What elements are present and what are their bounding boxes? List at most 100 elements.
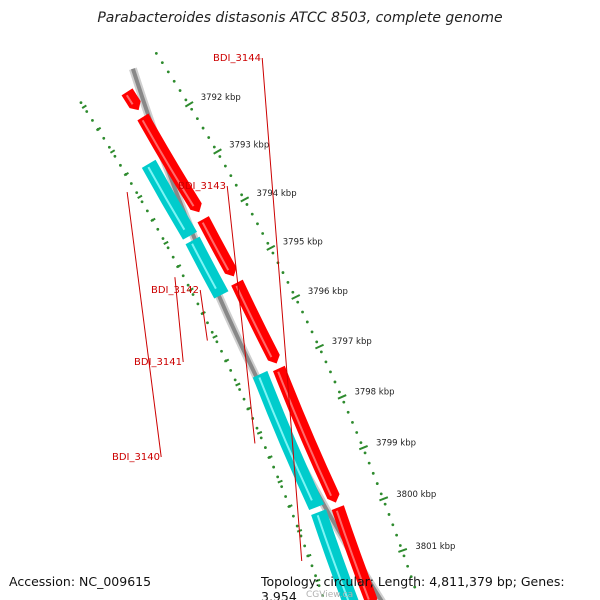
ruler-track-dot [223, 164, 227, 168]
ruler-major-tick [213, 148, 222, 155]
inner-track-dash [150, 217, 156, 222]
ruler-major-tick [291, 294, 301, 300]
gene-label-leader [126, 192, 162, 458]
gene-label-bdi-3143: BDI_3143 [178, 181, 226, 192]
inner-track-dot [196, 302, 200, 306]
ruler-track-dot [395, 533, 398, 537]
gene-label-leader [261, 57, 303, 562]
ruler-track-dot [406, 564, 410, 568]
ruler-track-dot [218, 155, 222, 158]
inner-track-dash [306, 553, 312, 558]
inner-track-dot [140, 200, 144, 204]
inner-track-dot [259, 436, 263, 440]
inner-track-dash [223, 358, 230, 363]
ruler-tick-label: 3792 kbp [201, 93, 241, 103]
inner-track-dash [109, 149, 116, 154]
inner-track-dash [315, 578, 321, 583]
gene-label-bdi-3140: BDI_3140 [112, 452, 160, 463]
inner-track-dash [137, 194, 143, 200]
ruler-track-dot [346, 410, 350, 414]
ruler-track-dot [387, 513, 391, 516]
inner-track-dot [303, 544, 307, 548]
map-title: Parabacteroides distasonis ATCC 8503, co… [97, 10, 503, 26]
ruler-track-dot [190, 107, 194, 111]
inner-track-dash [188, 287, 194, 292]
ruler-track-dot [286, 281, 290, 284]
ruler-major-tick [184, 101, 194, 108]
ruler-tick-label: 3794 kbp [257, 189, 297, 199]
ruler-major-tick [398, 548, 408, 553]
ruler-track-dot [310, 330, 314, 334]
ruler-track-dot [184, 98, 188, 102]
inner-track-dash [267, 455, 273, 460]
inner-track-dot [317, 584, 321, 588]
reverse-cds-0-highlight [147, 166, 186, 231]
inner-track-dash [123, 171, 129, 177]
ruler-track-dot [371, 471, 375, 475]
ruler-track-dot [250, 212, 254, 216]
inner-track-dash [256, 430, 263, 435]
ruler-track-dot [329, 370, 332, 374]
inner-track-dot [79, 101, 83, 105]
inner-track-dot [135, 191, 139, 194]
ruler-major-tick [314, 343, 324, 350]
inner-track-dot [186, 283, 190, 287]
inner-track-dot [191, 293, 195, 296]
ruler-track-dot [383, 502, 387, 506]
inner-track-dot [91, 119, 94, 122]
ruler-track-dot [338, 390, 341, 394]
inner-track-dash [246, 406, 252, 411]
ruler-track-dot [261, 232, 265, 235]
ruler-major-tick [266, 244, 276, 251]
ruler-track-dot [245, 203, 249, 206]
forward-cds-4-highlight [277, 371, 332, 497]
inner-track-dot [156, 227, 160, 231]
forward-cds-3-highlight [235, 285, 273, 358]
topology-summary: Topology: circular; Length: 4,811,379 bp… [261, 574, 565, 600]
inner-track-dot [220, 349, 223, 353]
inner-track-dot [113, 154, 117, 158]
ruler-track-dot [195, 117, 199, 121]
gene-label-bdi-3142: BDI_3142 [151, 285, 199, 296]
ruler-tick-label: 3800 kbp [396, 490, 436, 500]
ruler-track-dot [201, 126, 205, 130]
ruler-track-dot [296, 300, 300, 304]
ruler-tick-label: 3795 kbp [283, 238, 323, 248]
inner-track-dot [206, 321, 209, 325]
gene-label-leader [174, 277, 184, 363]
ruler-track-dot [359, 441, 363, 445]
inner-track-dot [284, 495, 288, 498]
gene-label-bdi-3141: BDI_3141 [134, 357, 182, 368]
ruler-track-dot [351, 420, 354, 424]
gene-label-leader [199, 289, 208, 341]
ruler-major-tick [240, 196, 250, 203]
ruler-track-dot [281, 271, 285, 274]
ruler-track-dot [402, 554, 406, 558]
inner-track-dot [280, 485, 284, 489]
ruler-track-dot [154, 52, 158, 55]
ruler-tick-label: 3798 kbp [354, 387, 394, 397]
inner-track-dot [210, 330, 214, 334]
ruler-track-dot [375, 482, 379, 485]
ruler-major-tick [337, 394, 347, 400]
inner-track-dot [85, 110, 89, 113]
ruler-track-dot [379, 492, 383, 496]
ruler-track-dot [355, 431, 359, 434]
reverse-cds-1-highlight [191, 243, 217, 290]
inner-track-dot [263, 446, 267, 449]
inner-track-dash [277, 479, 283, 484]
ruler-track-dot [363, 451, 367, 455]
watermark: CGView.ca [306, 590, 354, 600]
inner-track-dot [233, 378, 237, 382]
inner-track-dot [238, 388, 242, 391]
inner-track-dot [215, 340, 219, 344]
inner-track-dot [161, 237, 165, 240]
ruler-track-dot [319, 350, 323, 354]
inner-track-dash [287, 504, 293, 508]
ruler-track-dot [271, 251, 275, 255]
ruler-track-dot [178, 89, 182, 92]
ruler-track-dot [212, 145, 216, 149]
ruler-major-tick [379, 496, 389, 502]
